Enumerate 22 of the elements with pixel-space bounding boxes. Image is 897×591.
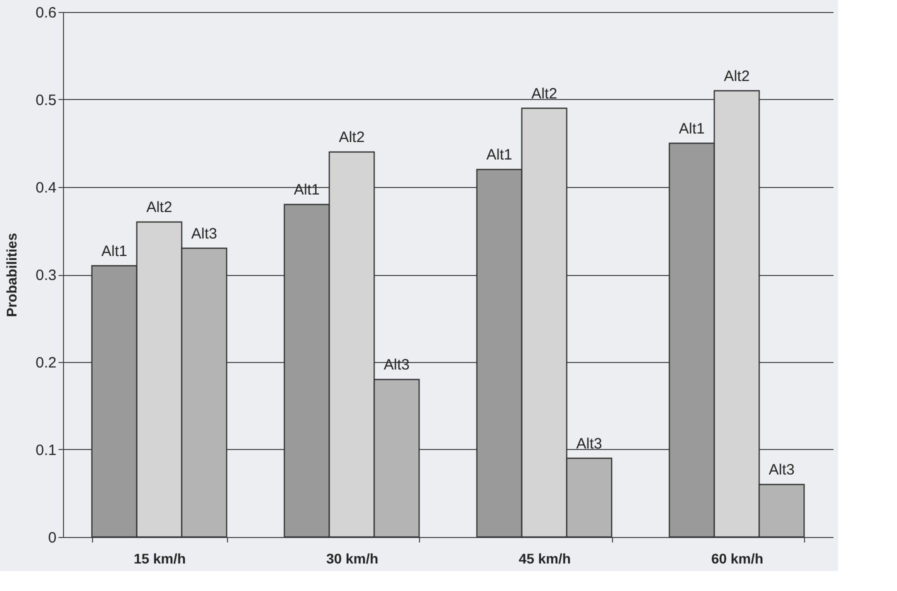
y-axis-title: Probabilities (4, 232, 20, 318)
y-tick-label: 0.4 (36, 180, 56, 196)
text: Alt3 (576, 435, 602, 452)
series-label: Alt1 (101, 242, 128, 260)
x-tick-label: 45 km/h (518, 550, 571, 566)
text: Alt1 (678, 120, 705, 138)
series-label: Alt3 (191, 225, 218, 242)
y-tick-label: 0.5 (36, 92, 56, 109)
x-tick-label: 15 km/h (134, 550, 186, 566)
series-label: Alt2 (146, 199, 172, 216)
text: Alt2 (338, 129, 365, 146)
y-tick-label: 0 (48, 530, 56, 546)
x-tick-label: 30 km/h (326, 550, 378, 566)
text: Alt2 (724, 68, 750, 85)
y-tick-label: 0.1 (36, 442, 56, 459)
text: Alt1 (486, 146, 512, 164)
x-tick-label: 60 km/h (711, 550, 764, 566)
y-tick-label: 0.3 (36, 267, 56, 284)
y-tick-label: 0.6 (36, 4, 56, 22)
y-tick-label: 0.2 (36, 354, 56, 372)
text: Alt3 (768, 462, 795, 478)
text: Alt2 (531, 85, 558, 102)
